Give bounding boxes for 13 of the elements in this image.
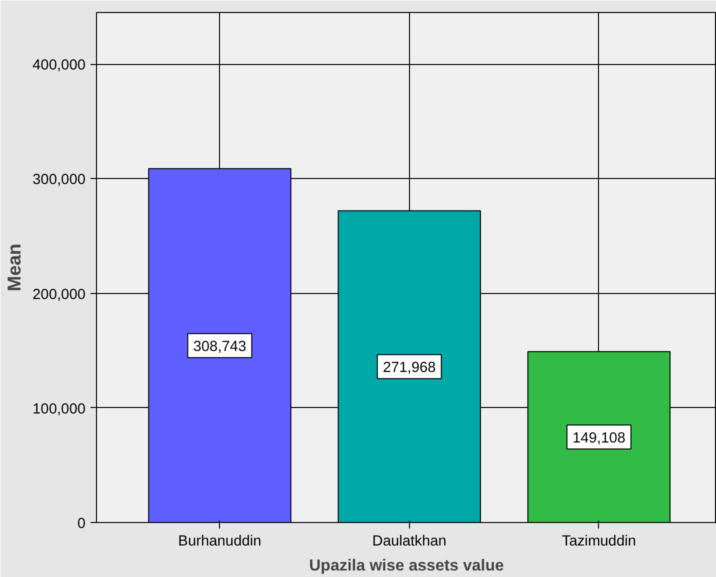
data-label: 149,108 xyxy=(572,430,626,447)
y-tick-label: 200,000 xyxy=(32,286,86,303)
x-tick-label: Daulatkhan xyxy=(372,534,446,550)
x-tick-label: Tazimuddin xyxy=(562,534,636,550)
y-tick-label: 0 xyxy=(77,516,86,532)
y-tick-label: 400,000 xyxy=(32,58,86,74)
x-tick-label: Burhanuddin xyxy=(178,534,262,550)
y-tick-label: 300,000 xyxy=(32,172,86,188)
y-axis-title: Mean xyxy=(4,244,25,292)
data-label: 271,968 xyxy=(382,360,436,376)
x-axis-title: Upazila wise assets value xyxy=(309,558,504,574)
data-label: 308,743 xyxy=(193,339,246,356)
y-tick-label: 100,000 xyxy=(32,401,86,418)
